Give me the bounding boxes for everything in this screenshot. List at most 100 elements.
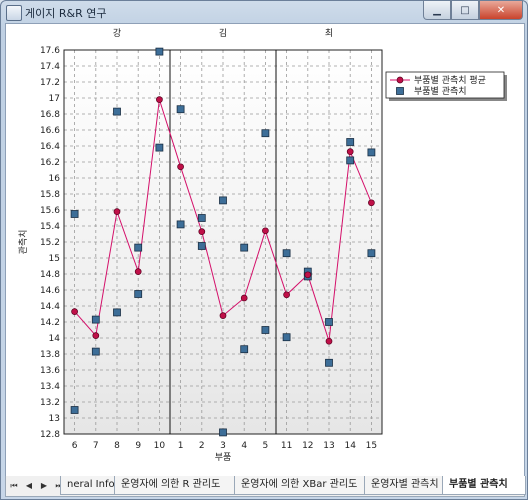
observations-by-part-chart: 17.617.417.21716.816.616.416.21615.815.6… [6,24,524,476]
x-tick-label: 2 [199,441,205,451]
operator-group-label: 최 [325,28,333,39]
y-tick-label: 13 [49,414,60,424]
y-tick-label: 15.8 [40,190,60,200]
mean-point [262,228,268,234]
observation-point [92,348,99,355]
observation-point [326,359,333,366]
x-tick-label: 3 [220,441,226,451]
mean-point [72,309,78,315]
observation-point [220,429,227,436]
operator-group-label: 강 [113,28,121,39]
legend-marker-mean [397,77,403,83]
observation-point [368,149,375,156]
observation-point [262,327,269,334]
y-tick-label: 14.8 [40,270,60,280]
observation-point [368,250,375,257]
y-tick-label: 17.2 [40,78,60,88]
mean-point [241,295,247,301]
y-tick-label: 13.6 [40,366,60,376]
tab-observations-by-operator[interactable]: 운영자별 관측치 [364,476,450,495]
legend-marker-observation [397,88,404,95]
mean-point [220,313,226,319]
observation-point [156,144,163,151]
y-tick-label: 14.2 [40,318,60,328]
x-tick-label: 15 [366,441,377,451]
first-tab-button[interactable]: ⏮ [8,479,20,492]
observation-point [198,243,205,250]
y-tick-label: 14.6 [40,286,60,296]
prev-tab-button[interactable]: ◀ [23,479,35,492]
legend-label-observation: 부품별 관측치 [414,85,467,97]
tab-r-chart-by-operator[interactable]: 운영자에 의한 R 관리도 [114,476,238,495]
tab-xbar-chart-by-operator[interactable]: 운영자에 의한 XBar 관리도 [234,476,368,495]
app-icon [6,5,22,21]
observation-point [177,221,184,228]
observation-point [241,346,248,353]
y-tick-label: 15.6 [40,206,60,216]
observation-point [198,215,205,222]
x-tick-label: 12 [302,441,313,451]
observation-point [262,130,269,137]
observation-point [283,250,290,257]
minimize-button[interactable]: ▁ [423,1,451,20]
observation-point [241,244,248,251]
x-tick-label: 11 [281,441,292,451]
x-tick-label: 1 [178,441,184,451]
observation-point [326,319,333,326]
mean-point [368,200,374,206]
y-tick-label: 17.6 [40,46,60,56]
mean-point [156,97,162,103]
x-tick-label: 8 [114,441,120,451]
operator-group-label: 김 [219,27,227,39]
y-tick-label: 13.8 [40,350,60,360]
x-tick-label: 14 [344,441,356,451]
x-tick-label: 6 [72,441,78,451]
x-tick-label: 10 [154,441,166,451]
mean-point [178,164,184,170]
y-axis-title: 관측치 [17,230,29,255]
observation-point [177,106,184,113]
mean-point [347,149,353,155]
observation-point [71,211,78,218]
observation-point [114,108,121,115]
observation-point [347,157,354,164]
sheet-tab-bar: ⏮ ◀ ▶ ⏭ neral Info 운영자에 의한 R 관리도 운영자에 의한… [5,476,525,497]
observation-point [347,139,354,146]
observation-point [283,334,290,341]
y-tick-label: 17.4 [40,62,60,72]
mean-point [305,272,311,278]
y-tick-label: 15 [49,254,60,264]
x-axis-title: 부품 [215,452,232,463]
observation-point [135,244,142,251]
next-tab-button[interactable]: ▶ [38,479,50,492]
y-tick-label: 16.4 [40,142,60,152]
legend-label-mean: 부품별 관측치 평균 [414,74,486,86]
mean-point [199,229,205,235]
y-tick-label: 16.8 [40,110,60,120]
mean-point [93,333,99,339]
mean-point [326,338,332,344]
y-tick-label: 13.2 [40,398,60,408]
observation-point [71,407,78,414]
y-tick-label: 17 [49,94,60,104]
mean-point [114,209,120,215]
x-tick-label: 13 [323,441,334,451]
mean-point [284,292,290,298]
observation-point [156,48,163,55]
y-tick-label: 15.2 [40,238,60,248]
x-tick-label: 7 [93,441,99,451]
y-tick-label: 12.8 [40,430,60,440]
y-tick-label: 14 [49,334,61,344]
y-tick-label: 16 [49,174,61,184]
maximize-button[interactable]: □ [451,1,479,20]
x-tick-label: 4 [241,441,247,451]
observation-point [135,291,142,298]
y-tick-label: 14.4 [40,302,60,312]
chart-panel: 17.6 17.4 17.2 17 16.8 16.6 16.4 16.2 16 15.8 15.6… [5,23,525,477]
mean-point [135,269,141,275]
title-bar[interactable]: 게이지 R&R 연구 ▁ □ ✕ [1,1,527,23]
y-tick-label: 13.4 [40,382,60,392]
tab-observations-by-part[interactable]: 부품별 관측치 [442,476,526,495]
close-button[interactable]: ✕ [479,1,523,20]
